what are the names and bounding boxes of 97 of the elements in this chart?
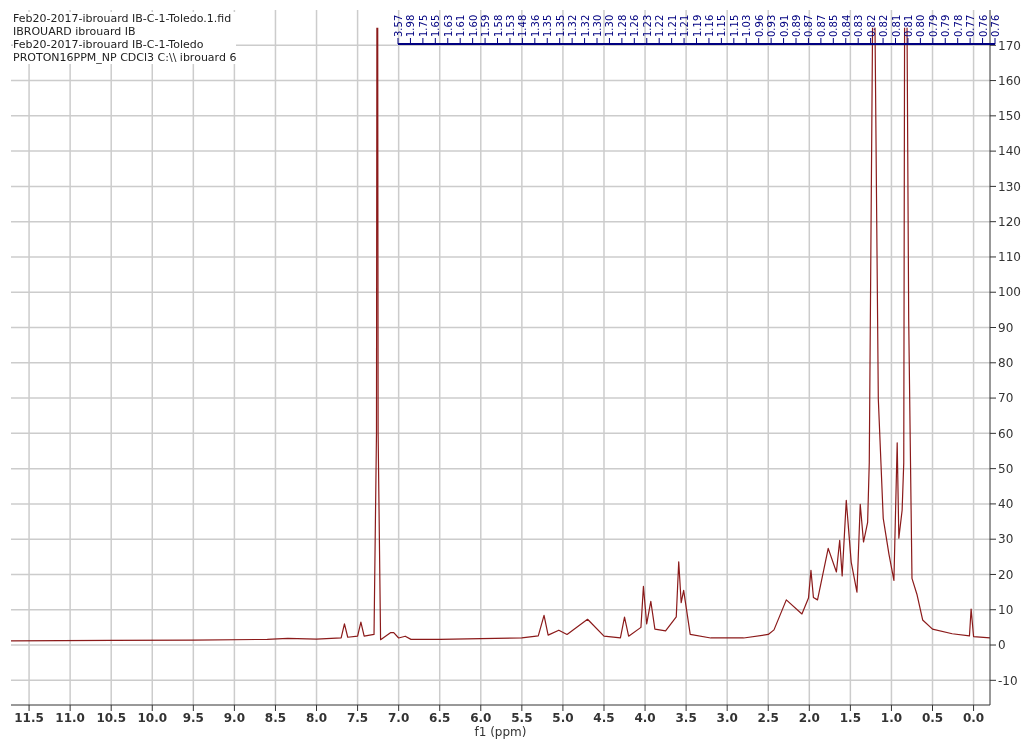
annotation: 0.96 bbox=[753, 14, 765, 37]
x-tick-label: 0.5 bbox=[921, 710, 944, 725]
x-tick-label: 1.0 bbox=[880, 710, 903, 725]
x-tick-label: 6.0 bbox=[470, 710, 492, 725]
y-tick-label: 30 bbox=[998, 532, 1014, 547]
annotation: 1.28 bbox=[616, 14, 628, 37]
annotation: 1.32 bbox=[567, 14, 579, 37]
y-tick-label: 10 bbox=[998, 603, 1014, 618]
annotation: 0.81 bbox=[902, 14, 914, 37]
annotation: 0.82 bbox=[878, 14, 890, 37]
y-tick-label: -10 bbox=[998, 673, 1018, 688]
annotation: 1.48 bbox=[517, 14, 529, 37]
annotation: 1.21 bbox=[679, 14, 691, 37]
annotation: 1.03 bbox=[741, 14, 753, 37]
annotation: 1.98 bbox=[405, 14, 417, 37]
x-tick-label: 4.5 bbox=[593, 710, 615, 725]
y-tick-label: 150 bbox=[998, 109, 1021, 124]
annotation: 1.61 bbox=[455, 14, 467, 37]
y-tick-label: 140 bbox=[998, 144, 1021, 159]
x-tick-label: 7.5 bbox=[346, 710, 369, 725]
annotation: 1.32 bbox=[579, 14, 591, 37]
annotation: 1.36 bbox=[529, 14, 541, 37]
x-tick-label: 8.5 bbox=[264, 710, 287, 725]
text: 0.76 bbox=[990, 14, 1001, 37]
annotation: 1.30 bbox=[604, 14, 616, 37]
annotation: 1.35 bbox=[542, 14, 554, 37]
annotation: 0.76 bbox=[977, 14, 989, 37]
x-tick-label: 11.5 bbox=[14, 710, 44, 725]
y-tick-label: 70 bbox=[998, 391, 1014, 406]
x-tick-label: 3.5 bbox=[675, 710, 697, 725]
annotation: 0.84 bbox=[840, 14, 852, 37]
x-tick-label: 1.5 bbox=[839, 710, 862, 725]
annotation: 1.19 bbox=[691, 14, 703, 37]
annotation: 1.59 bbox=[480, 14, 492, 37]
annotation: 0.79 bbox=[940, 14, 952, 37]
x-tick-label: 8.0 bbox=[305, 710, 328, 725]
annotation: 1.16 bbox=[703, 14, 715, 37]
y-tick-label: 100 bbox=[998, 285, 1021, 300]
y-tick-label: 120 bbox=[998, 214, 1021, 229]
annotation: 0.78 bbox=[952, 14, 964, 37]
annotation: 0.82 bbox=[865, 14, 877, 37]
x-tick-label: 10.5 bbox=[96, 710, 126, 725]
y-tick-label: 130 bbox=[998, 179, 1021, 194]
annotation: 1.63 bbox=[442, 14, 454, 37]
annotation: 1.53 bbox=[504, 14, 516, 37]
x-tick-label: 2.0 bbox=[798, 710, 820, 725]
y-tick-label: 0 bbox=[998, 638, 1006, 653]
annotation: 0.87 bbox=[803, 14, 815, 37]
annotation: Feb20-2017-ibrouard IB-C-1-Toledo.1.fid bbox=[13, 12, 233, 25]
x-tick-label: 6.5 bbox=[429, 710, 451, 725]
y-tick-label: 90 bbox=[998, 320, 1014, 335]
annotation: 1.21 bbox=[666, 14, 678, 37]
x-tick-label: 11.0 bbox=[55, 710, 85, 725]
x-tick-label: 2.5 bbox=[757, 710, 779, 725]
annotation: 0.83 bbox=[853, 14, 865, 37]
annotation: 0.89 bbox=[791, 14, 802, 37]
annotation: 0.77 bbox=[965, 14, 977, 37]
x-tick-label: 10.0 bbox=[137, 710, 168, 725]
annotation: 1.22 bbox=[654, 14, 666, 37]
y-tick-label: 40 bbox=[998, 497, 1014, 512]
annotation: 1.65 bbox=[430, 14, 442, 37]
x-tick-label: 5.0 bbox=[552, 710, 574, 725]
y-tick-label: 50 bbox=[998, 461, 1014, 476]
y-tick-label: 80 bbox=[998, 356, 1014, 371]
annotation: IBROUARD ibrouard IB bbox=[13, 25, 137, 38]
y-tick-label: 20 bbox=[998, 567, 1014, 582]
y-tick-label: 170 bbox=[998, 38, 1021, 53]
annotation: PROTON16PPM_NP CDCl3 C:\\ ibrouard 6 bbox=[13, 51, 237, 64]
annotation: 0.93 bbox=[766, 14, 778, 37]
annotation: 1.30 bbox=[592, 14, 603, 37]
annotation: 1.75 bbox=[417, 14, 429, 37]
x-tick-label: 5.5 bbox=[511, 710, 533, 725]
x-tick-label: 3.0 bbox=[716, 710, 738, 725]
annotation: 1.26 bbox=[629, 14, 641, 37]
annotation: 0.85 bbox=[828, 14, 840, 37]
annotation: 0.79 bbox=[927, 14, 939, 37]
y-tick-label: 160 bbox=[998, 73, 1021, 88]
x-axis-title: f1 (ppm) bbox=[474, 725, 527, 739]
annotation: 3.57 bbox=[393, 14, 404, 37]
x-tick-label: 4.0 bbox=[634, 710, 656, 725]
annotation: 0.87 bbox=[815, 14, 827, 37]
annotation: 0.81 bbox=[890, 14, 902, 37]
x-tick-label: 0.0 bbox=[962, 710, 985, 725]
annotation: 1.15 bbox=[728, 14, 740, 37]
annotation: 1.58 bbox=[492, 14, 504, 37]
x-tick-label: 9.5 bbox=[182, 710, 204, 725]
annotation: 1.35 bbox=[554, 14, 566, 37]
x-tick-label: 7.0 bbox=[388, 710, 410, 725]
annotation: Feb20-2017-ibrouard IB-C-1-Toledo bbox=[13, 38, 205, 51]
y-tick-label: 110 bbox=[998, 250, 1021, 265]
annotation: 1.60 bbox=[467, 14, 479, 37]
annotation: 0.91 bbox=[778, 14, 790, 37]
y-tick-label: 60 bbox=[998, 426, 1014, 441]
annotation: 1.15 bbox=[716, 14, 728, 37]
annotation: 0.80 bbox=[915, 14, 927, 37]
x-tick-label: 9.0 bbox=[223, 710, 246, 725]
annotation: 1.23 bbox=[641, 14, 653, 37]
